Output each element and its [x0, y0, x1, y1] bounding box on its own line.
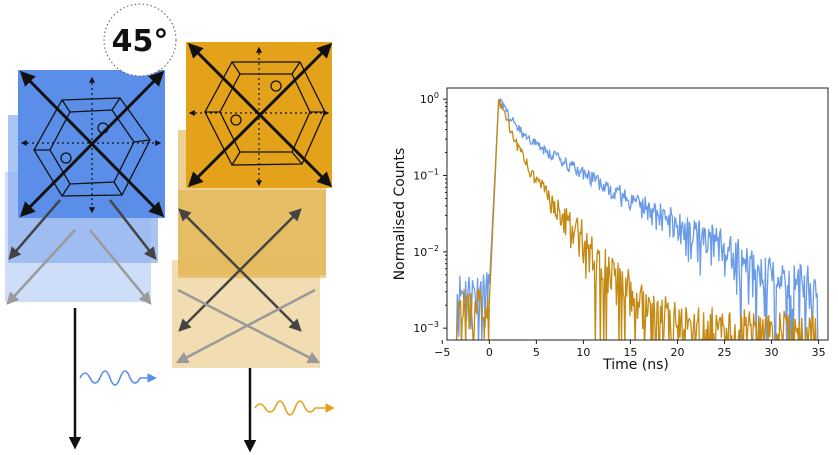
- gold-square-stack: [172, 42, 335, 453]
- angle-dotted-circle: [103, 3, 177, 77]
- blue-light-arrow-2: [89, 229, 152, 305]
- decay-series-1: [455, 98, 819, 340]
- blue-diagonal-arrow-2: [19, 70, 165, 218]
- angle-badge: 45°: [103, 3, 177, 77]
- y-ticks: 10−3 10−2 10−1 100: [413, 91, 447, 335]
- x-axis-label: Time (ns): [602, 357, 669, 373]
- x-tick-label: −5: [434, 346, 450, 359]
- decay-series-2: [456, 98, 819, 340]
- plot-frame: [446, 87, 829, 341]
- blue-grey-arrow-2: [109, 199, 157, 260]
- y-tick-label: 10−1: [413, 167, 439, 182]
- gold-light-arrow-2: [177, 288, 321, 364]
- blue-square-stack: [5, 70, 165, 450]
- decay-chart: −5 0 5 10 15 20 25 30 35 10−3 10−2 10−1 100 Time (n…: [392, 87, 829, 373]
- y-tick-label: 10−3: [413, 320, 439, 335]
- gold-photon-wave-icon: [254, 400, 335, 416]
- x-tick-label: 20: [670, 346, 684, 359]
- series-layer: [455, 98, 819, 340]
- x-ticks: −5 0 5 10 15 20 25 30 35: [434, 340, 826, 359]
- x-tick-label: 15: [623, 346, 637, 359]
- y-tick-label: 10−2: [413, 244, 439, 259]
- x-tick-label: 5: [533, 346, 540, 359]
- blue-grey-arrow-1: [8, 199, 61, 260]
- x-tick-label: 25: [718, 346, 732, 359]
- gold-diagonal-arrow-2: [187, 42, 333, 188]
- blue-photon-wave-icon: [79, 370, 157, 386]
- blue-light-arrow-1: [6, 229, 76, 305]
- x-tick-label: 0: [486, 346, 493, 359]
- gold-grey-arrow-2: [178, 208, 302, 332]
- x-tick-label: 10: [576, 346, 590, 359]
- x-tick-label: 30: [765, 346, 779, 359]
- y-tick-label: 100: [420, 91, 439, 106]
- angle-label: 45°: [112, 24, 169, 59]
- y-axis-label: Normalised Counts: [392, 148, 408, 281]
- x-tick-label: 35: [812, 346, 826, 359]
